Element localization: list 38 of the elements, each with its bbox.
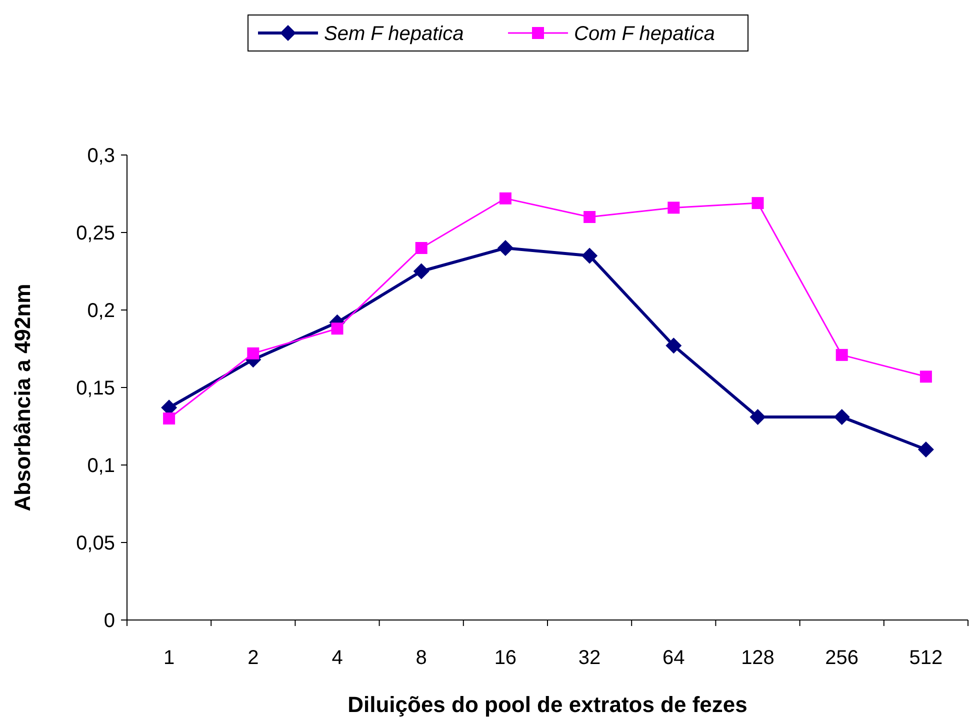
point xyxy=(582,248,598,264)
y-tick-label: 0,05 xyxy=(76,532,115,554)
y-tick-label: 0,25 xyxy=(76,222,115,244)
point xyxy=(331,322,344,335)
point xyxy=(752,197,764,210)
point xyxy=(750,408,766,425)
y-tick-label: 0 xyxy=(104,610,115,632)
legend-label: Com F hepatica xyxy=(574,23,715,45)
x-tick-label: 32 xyxy=(578,647,601,669)
x-tick-label: 512 xyxy=(909,647,943,669)
legend-label: Sem F hepatica xyxy=(324,23,464,45)
point xyxy=(920,370,932,383)
point xyxy=(415,242,428,254)
x-tick-label: 16 xyxy=(494,647,517,669)
point xyxy=(413,263,430,280)
y-tick-label: 0,15 xyxy=(76,378,115,400)
point xyxy=(247,347,260,360)
point xyxy=(163,412,176,424)
point xyxy=(499,192,512,204)
x-tick-label: 64 xyxy=(662,647,685,669)
x-tick-label: 1 xyxy=(163,647,175,669)
point xyxy=(834,408,850,425)
x-tick-label: 2 xyxy=(248,647,259,669)
y-tick-label: 0,1 xyxy=(87,455,115,477)
point xyxy=(584,211,596,223)
point xyxy=(668,202,680,214)
point xyxy=(836,348,848,361)
y-tick-label: 0,3 xyxy=(87,145,115,167)
point xyxy=(666,338,682,354)
point xyxy=(918,442,934,458)
x-tick-label: 4 xyxy=(332,647,343,669)
x-axis-title: Diluições do pool de extratos de fezes xyxy=(348,692,748,717)
x-tick-label: 256 xyxy=(825,647,859,669)
point xyxy=(497,240,514,256)
x-tick-label: 128 xyxy=(741,647,774,669)
y-axis-title: Absorbância a 492nm xyxy=(10,284,35,512)
y-tick-label: 0,2 xyxy=(87,300,115,322)
x-tick-label: 8 xyxy=(416,647,427,669)
